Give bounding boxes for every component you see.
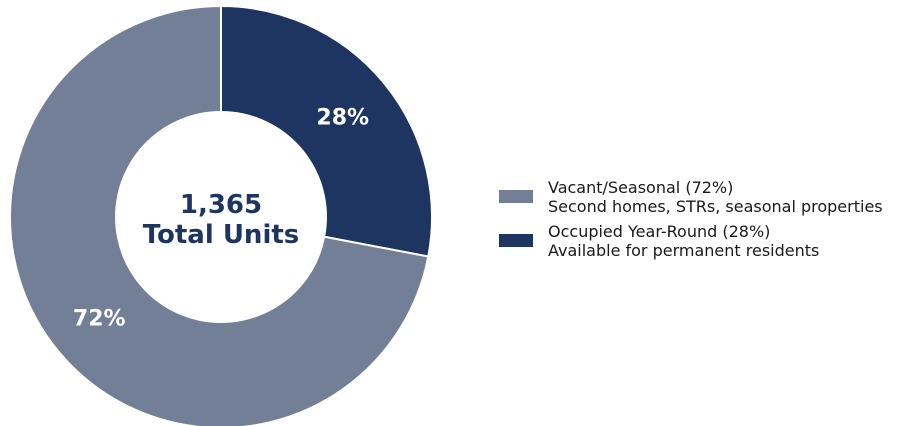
center-total-value: 1,365 (180, 190, 262, 220)
legend-item-vacant: Vacant/Seasonal (72%) Second homes, STRs… (499, 178, 883, 216)
slice-label-0: 28% (316, 105, 369, 130)
legend-swatch-occupied (499, 234, 533, 247)
slice-label-1: 72% (73, 307, 126, 332)
legend-subtitle-occupied: Available for permanent residents (548, 241, 820, 260)
slice-labels: 28% 72% (73, 105, 369, 331)
legend-item-occupied: Occupied Year-Round (28%) Available for … (499, 222, 883, 260)
legend-subtitle-vacant: Second homes, STRs, seasonal properties (548, 197, 883, 216)
legend-title-occupied: Occupied Year-Round (28%) (548, 222, 771, 241)
legend-title-vacant: Vacant/Seasonal (72%) (548, 178, 734, 197)
legend: Vacant/Seasonal (72%) Second homes, STRs… (499, 178, 883, 266)
center-total-caption: Total Units (143, 220, 300, 250)
donut-hole (115, 111, 327, 323)
donut-chart: 1,365 Total Units 28% 72% (9, 4, 433, 426)
legend-swatch-vacant (499, 190, 533, 203)
